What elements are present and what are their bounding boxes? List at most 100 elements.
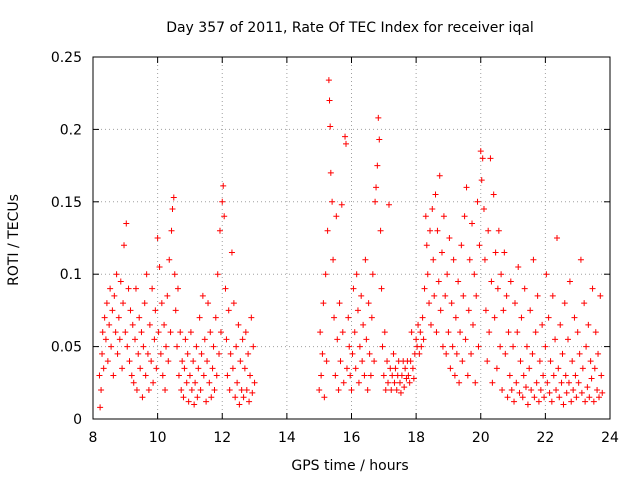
data-point [520, 372, 527, 379]
data-point [557, 321, 564, 328]
data-point [111, 292, 118, 299]
y-tick-label: 0.25 [51, 50, 82, 66]
data-point [413, 336, 420, 343]
data-point [191, 401, 198, 408]
data-point [327, 169, 334, 176]
data-point [577, 256, 584, 263]
data-point [319, 350, 326, 357]
data-point [552, 336, 559, 343]
data-point [539, 321, 546, 328]
data-point [534, 292, 541, 299]
data-point [453, 350, 460, 357]
x-tick-label: 12 [213, 430, 231, 446]
data-point [434, 227, 441, 234]
data-point [245, 350, 252, 357]
data-point [206, 379, 213, 386]
data-point [409, 365, 416, 372]
data-point [469, 220, 476, 227]
data-point [167, 329, 174, 336]
data-point [113, 271, 120, 278]
data-point [499, 387, 506, 394]
data-point [459, 358, 466, 365]
data-point [513, 379, 520, 386]
data-point [384, 358, 391, 365]
data-point [498, 271, 505, 278]
x-tick-label: 16 [343, 430, 361, 446]
data-point [597, 292, 604, 299]
data-point [330, 256, 337, 263]
data-point [387, 365, 394, 372]
data-point [146, 321, 153, 328]
data-point [553, 387, 560, 394]
data-point [536, 358, 543, 365]
data-point [359, 358, 366, 365]
data-point [393, 387, 400, 394]
data-point [333, 213, 340, 220]
data-point [540, 372, 547, 379]
grid-layer [93, 57, 610, 419]
data-point [177, 329, 184, 336]
data-point [515, 263, 522, 270]
data-point [444, 271, 451, 278]
y-tick-label: 0.05 [51, 340, 82, 356]
data-point [157, 350, 164, 357]
data-point [223, 336, 230, 343]
data-point [544, 379, 551, 386]
data-point [193, 343, 200, 350]
y-tick-label: 0.2 [60, 122, 82, 138]
data-point [508, 387, 515, 394]
data-point [517, 358, 524, 365]
data-point [529, 350, 536, 357]
data-point [462, 336, 469, 343]
data-point [320, 300, 327, 307]
data-point [361, 372, 368, 379]
x-tick-label: 10 [149, 430, 167, 446]
data-point [117, 278, 124, 285]
data-point [142, 372, 149, 379]
data-point [329, 198, 336, 205]
data-point [563, 389, 570, 396]
data-point [339, 329, 346, 336]
data-point [237, 358, 244, 365]
data-point [185, 398, 192, 405]
data-point [127, 307, 134, 314]
data-point [227, 350, 234, 357]
data-point [477, 148, 484, 155]
data-point [229, 365, 236, 372]
data-point [590, 398, 597, 405]
data-point [220, 182, 227, 189]
data-point [543, 271, 550, 278]
data-point [159, 372, 166, 379]
data-point [340, 379, 347, 386]
data-point [195, 365, 202, 372]
data-point [592, 329, 599, 336]
data-point [521, 285, 528, 292]
data-point [156, 263, 163, 270]
data-point [349, 350, 356, 357]
data-point [595, 350, 602, 357]
data-point [506, 372, 513, 379]
data-point [560, 401, 567, 408]
data-point [366, 350, 373, 357]
data-point [162, 387, 169, 394]
y-tick-label: 0 [73, 412, 82, 428]
data-point [455, 278, 462, 285]
data-point [316, 387, 323, 394]
data-point [213, 372, 220, 379]
data-point [115, 314, 122, 321]
data-point [377, 227, 384, 234]
data-point [164, 292, 171, 299]
data-point [128, 372, 135, 379]
data-point [579, 365, 586, 372]
data-point [511, 398, 518, 405]
data-point [214, 271, 221, 278]
data-point [516, 389, 523, 396]
data-point [449, 343, 456, 350]
data-point [143, 271, 150, 278]
data-point [450, 256, 457, 263]
data-point [457, 329, 464, 336]
data-point [174, 285, 181, 292]
data-point [546, 389, 553, 396]
data-point [456, 379, 463, 386]
data-point [573, 394, 580, 401]
